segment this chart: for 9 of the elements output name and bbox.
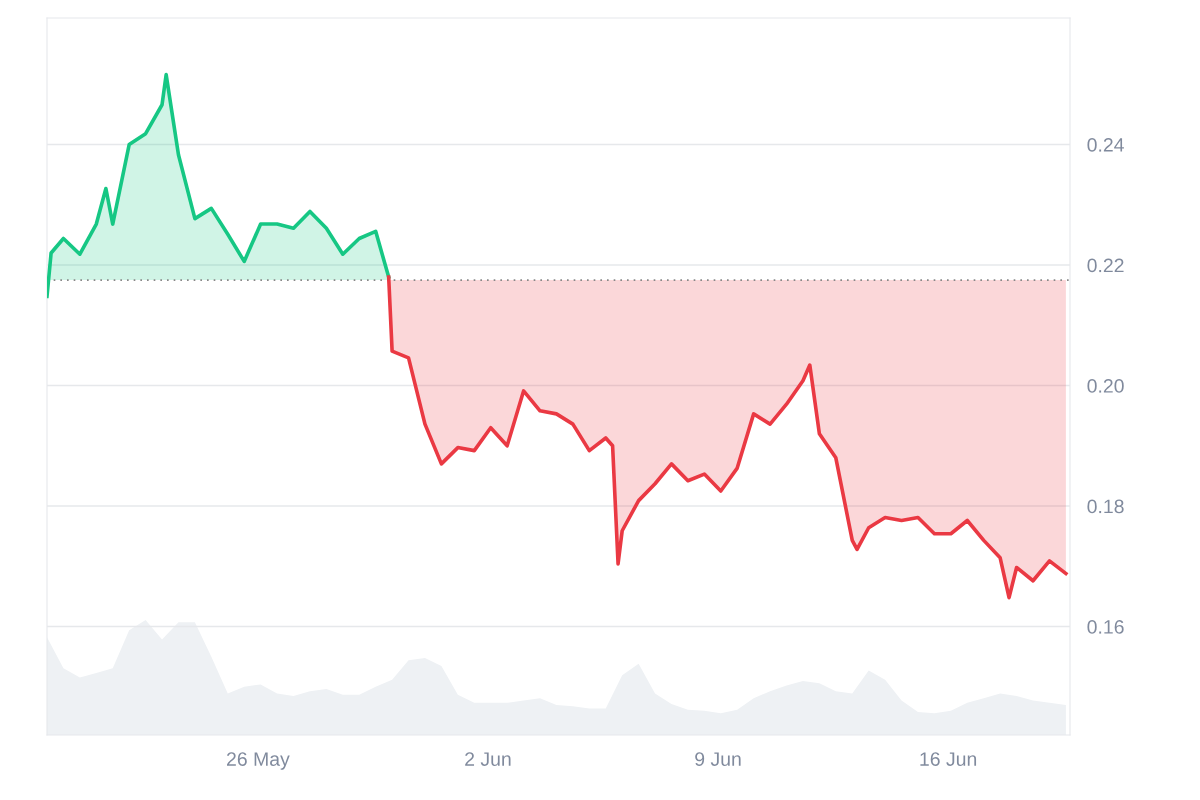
x-tick-label: 26 May [227,752,290,770]
x-tick-label: 9 Jun [695,752,741,766]
y-tick-label: 0.18 [1087,499,1124,514]
y-tick-label: 0.22 [1087,258,1124,273]
x-tick-label: 2 Jun [465,752,511,766]
x-tick-label: 16 Jun [920,752,977,766]
y-tick-label: 0.20 [1087,379,1124,393]
y-tick-label: 0.24 [1087,138,1124,152]
y-tick-label: 0.16 [1087,620,1124,634]
